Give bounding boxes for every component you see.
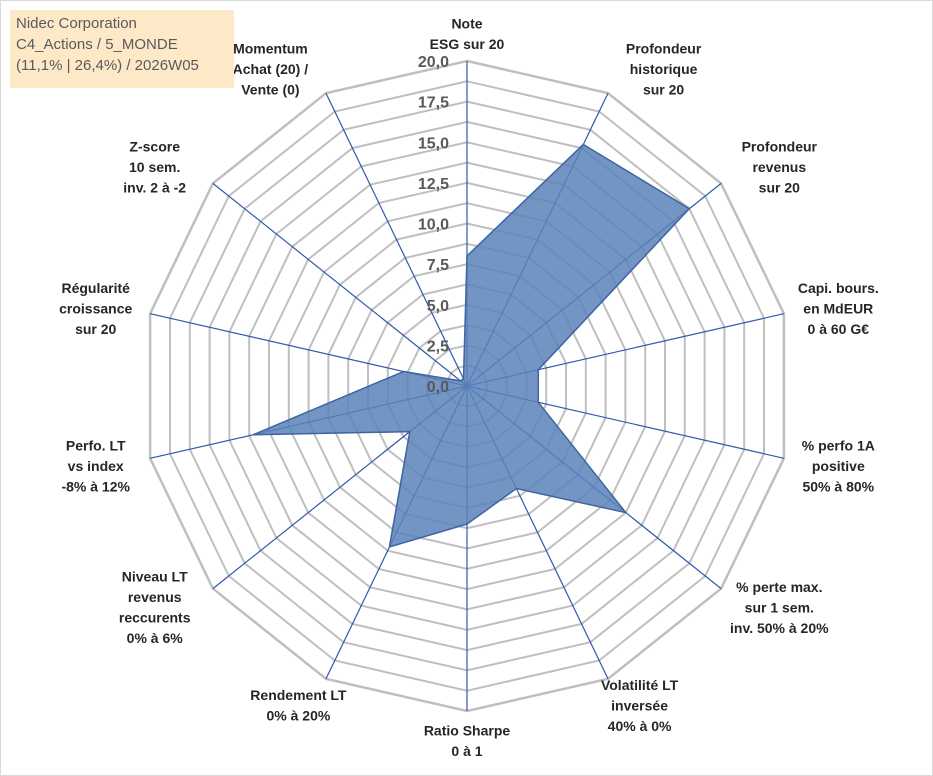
axis-labels: Note ESG sur 20 Profondeur historique sur 20… xyxy=(59,16,879,760)
tick-label: 2,5 xyxy=(427,338,449,355)
axis-label: % perfo 1A xyxy=(802,437,875,453)
axis-label: -8% à 12% xyxy=(61,478,130,494)
portfolio-category: C4_Actions / 5_MONDE xyxy=(16,36,178,53)
axis-label: Note xyxy=(451,16,482,32)
axis-label: Achat (20) / xyxy=(233,61,309,77)
axis-label: Profondeur xyxy=(742,139,818,155)
axis-label: Vente (0) xyxy=(241,82,299,98)
axis-label: vs index xyxy=(68,458,124,474)
axis-label: 0% à 20% xyxy=(266,708,330,724)
axis-label: sur 1 sem. xyxy=(745,599,814,615)
tick-label: 17,5 xyxy=(418,95,449,112)
axis-label: en MdEUR xyxy=(803,301,873,317)
axis-label: 0% à 6% xyxy=(127,630,184,646)
axis-label: positive xyxy=(812,458,865,474)
axis-label: inv. 2 à -2 xyxy=(123,180,186,196)
axis-label: 0 à 60 G€ xyxy=(808,321,870,337)
performance-week: (11,1% | 26,4%) / 2026W05 xyxy=(16,57,199,74)
axis-label: 10 sem. xyxy=(129,159,180,175)
axis-label: Capi. bours. xyxy=(798,280,879,296)
tick-label: 7,5 xyxy=(427,257,449,274)
axis-label: reccurents xyxy=(119,610,191,626)
axis-label: Niveau LT xyxy=(122,569,188,585)
axis-label: Momentum xyxy=(233,41,308,57)
axis-label: 40% à 0% xyxy=(608,718,672,734)
axis-label: sur 20 xyxy=(643,82,684,98)
axis-label: sur 20 xyxy=(759,180,800,196)
tick-label: 10,0 xyxy=(418,217,449,234)
axis-label: inv. 50% à 20% xyxy=(730,620,829,636)
info-box: Nidec Corporation C4_Actions / 5_MONDE (… xyxy=(10,10,234,88)
axis-label: Profondeur xyxy=(626,41,702,57)
axis-label: Z-score xyxy=(129,139,180,155)
axis-label: Régularité xyxy=(61,280,130,296)
company-name: Nidec Corporation xyxy=(16,15,137,32)
axis-label: Rendement LT xyxy=(250,687,347,703)
tick-label: 12,5 xyxy=(418,176,449,193)
axis-spoke xyxy=(212,182,468,387)
axis-label: 0 à 1 xyxy=(451,743,482,759)
axis-label: revenus xyxy=(128,589,182,605)
axis-label: historique xyxy=(630,61,698,77)
radar-data-area xyxy=(252,143,691,549)
axis-label: revenus xyxy=(752,159,806,175)
axis-label: Ratio Sharpe xyxy=(424,723,511,739)
axis-label: Volatilité LT xyxy=(601,677,679,693)
axis-label: inversée xyxy=(611,697,668,713)
tick-label: 0,0 xyxy=(427,379,449,396)
axis-label: ESG sur 20 xyxy=(430,36,505,52)
axis-label: Perfo. LT xyxy=(66,437,126,453)
tick-label: 15,0 xyxy=(418,135,449,152)
axis-label: % perte max. xyxy=(736,579,822,595)
axis-label: 50% à 80% xyxy=(802,478,874,494)
axis-label: croissance xyxy=(59,301,132,317)
axis-label: sur 20 xyxy=(75,321,116,337)
radial-tick-labels: 0,0 2,5 5,0 7,5 10,0 12,5 15,0 17,5 20,0 xyxy=(418,54,449,396)
tick-label: 20,0 xyxy=(418,54,449,71)
tick-label: 5,0 xyxy=(427,298,449,315)
axis-spoke xyxy=(325,92,468,387)
